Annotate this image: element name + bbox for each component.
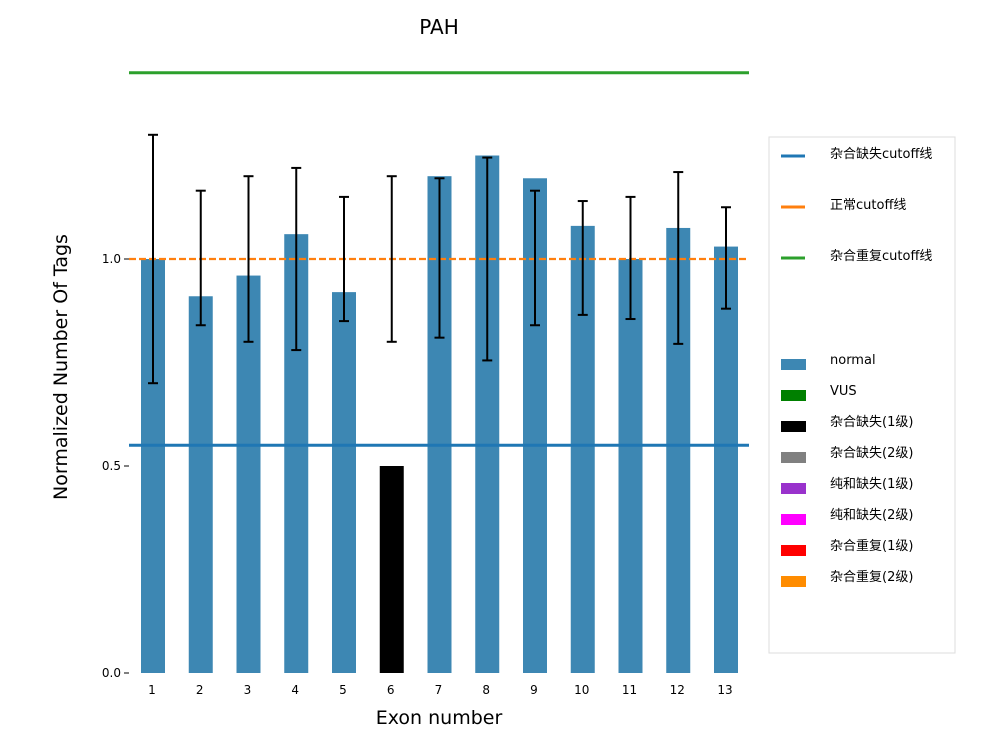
legend-patch-label: 杂合缺失(2级)	[830, 446, 913, 461]
chart-title: PAH	[419, 15, 459, 39]
x-tick-label: 10	[574, 683, 589, 697]
x-tick-label: 1	[148, 683, 156, 697]
x-tick-label: 4	[291, 683, 299, 697]
legend-patch-label: 杂合缺失(1级)	[830, 415, 913, 430]
legend-patch-label: VUS	[830, 384, 857, 399]
y-axis-title: Normalized Number Of Tags	[50, 234, 72, 500]
legend-patch-label: 纯和缺失(2级)	[830, 508, 913, 523]
x-tick-label: 11	[622, 683, 637, 697]
legend-patch-swatch	[781, 514, 806, 525]
legend-patch-swatch	[781, 359, 806, 370]
x-tick-label: 12	[670, 683, 685, 697]
bar-exon-5	[332, 292, 356, 673]
legend-patch-label: 杂合重复(1级)	[830, 538, 913, 554]
x-axis-title: Exon number	[376, 707, 503, 729]
x-tick-label: 9	[530, 683, 538, 697]
x-tick-label: 5	[339, 683, 347, 697]
legend-patch-label: normal	[830, 353, 876, 368]
legend-line-label: 杂合缺失cutoff线	[830, 147, 932, 162]
legend-patch-swatch	[781, 421, 806, 432]
legend-patch-swatch	[781, 483, 806, 494]
y-tick-label: 1.0	[102, 252, 121, 266]
bar-exon-13	[714, 246, 738, 673]
legend-line-label: 杂合重复cutoff线	[830, 248, 932, 264]
y-tick-label: 0.0	[102, 666, 121, 680]
y-tick-label: 0.5	[102, 459, 121, 473]
legend-patch-label: 纯和缺失(1级)	[830, 477, 913, 492]
legend-patch-swatch	[781, 452, 806, 463]
bar-exon-2	[188, 296, 213, 673]
x-tick-label: 2	[196, 683, 204, 697]
x-tick-label: 3	[244, 683, 252, 697]
legend-patch-swatch	[781, 576, 806, 587]
bar-exon-6	[379, 466, 404, 673]
legend-patch-swatch	[781, 390, 806, 401]
legend-patch-label: 杂合重复(2级)	[830, 569, 913, 585]
x-tick-label: 6	[387, 683, 395, 697]
legend-patch-swatch	[781, 545, 806, 556]
plot-area: 1 2 3 4 5 6 7 8 9 10 11 12 130.00.51.0	[102, 71, 749, 697]
x-tick-label: 7	[435, 683, 443, 697]
legend-line-label: 正常cutoff线	[830, 198, 906, 213]
x-tick-label: 8	[482, 683, 490, 697]
bar-exon-11	[618, 259, 643, 673]
x-tick-label: 13	[717, 683, 732, 697]
